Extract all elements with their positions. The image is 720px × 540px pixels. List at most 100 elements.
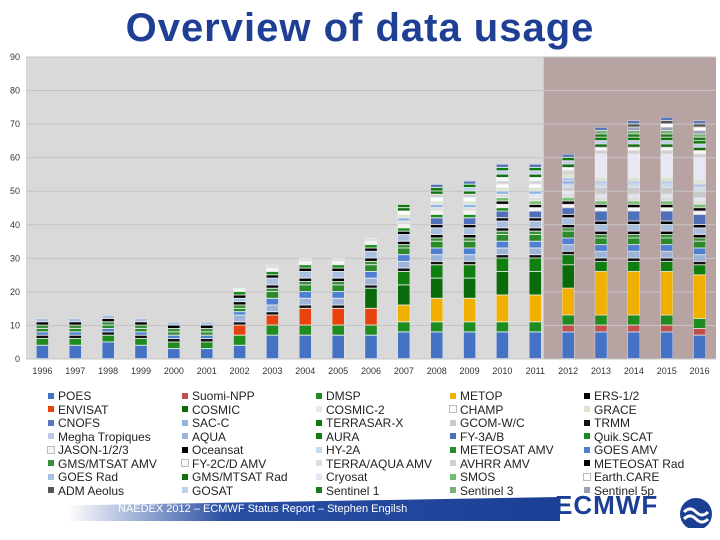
legend-swatch <box>48 473 54 480</box>
bar-segment <box>627 194 641 198</box>
bar-segment <box>167 335 181 339</box>
bar-segment <box>660 261 673 272</box>
bar-segment <box>627 127 641 131</box>
legend-item: Cryosat <box>316 470 367 484</box>
bar-segment <box>397 244 411 248</box>
legend-label: AURA <box>326 429 360 444</box>
bar-segment <box>561 174 575 178</box>
legend-label: Suomi-NPP <box>192 389 255 403</box>
bar-segment <box>299 278 312 282</box>
bar-segment <box>364 264 378 272</box>
bar-segment <box>660 325 673 332</box>
bar-segment <box>36 328 49 332</box>
bar-segment <box>594 315 608 325</box>
bar-segment <box>561 184 575 188</box>
bar-segment <box>233 298 246 302</box>
bar-segment <box>660 117 673 121</box>
bar-segment <box>693 181 706 185</box>
legend-label: JASON-1/2/3 <box>58 443 129 457</box>
bar-segment <box>397 217 411 221</box>
legend-item: POES <box>48 389 91 403</box>
bar-segment <box>331 264 345 268</box>
y-tick-label: 10 <box>10 320 20 330</box>
bar-segment <box>463 321 476 332</box>
bar-segment <box>430 214 443 218</box>
bar-segment <box>660 150 673 154</box>
bar-segment <box>299 285 312 292</box>
bar-segment <box>660 271 673 315</box>
bar-segment <box>660 123 673 128</box>
legend-item: GCOM-W/C <box>450 416 525 430</box>
x-tick-label: 2011 <box>526 366 545 376</box>
legend-swatch <box>584 433 590 440</box>
bar-segment <box>430 321 443 332</box>
bar-segment <box>594 150 608 154</box>
bar-segment <box>134 318 148 322</box>
bar-segment <box>496 170 509 174</box>
bar-segment <box>529 332 542 359</box>
x-tick-label: 2014 <box>624 366 644 376</box>
bar-segment <box>496 167 509 171</box>
bar-segment <box>693 191 706 198</box>
x-tick-label: 1999 <box>131 366 151 376</box>
bar-segment <box>660 207 673 211</box>
legend-item: TERRASAR-X <box>316 416 403 430</box>
footer-text: NAEDEX 2012 – ECMWF Status Report – Step… <box>118 503 408 515</box>
legend-label: POES <box>58 389 92 403</box>
bar-segment <box>627 244 641 252</box>
legend-item: GMS/MTSAT AMV <box>48 457 157 471</box>
bar-segment <box>299 335 312 359</box>
bar-segment <box>627 130 641 134</box>
bar-segment <box>594 184 608 188</box>
legend-swatch <box>182 487 188 494</box>
x-tick-label: 2009 <box>460 366 480 376</box>
bar-segment <box>463 241 476 248</box>
bar-segment <box>397 241 411 245</box>
bar-segment <box>561 160 575 164</box>
legend-swatch <box>47 445 55 454</box>
bar-segment <box>561 251 575 255</box>
y-tick-label: 0 <box>15 354 20 364</box>
bar-segment <box>594 197 608 201</box>
bar-segment <box>561 170 575 174</box>
bar-segment <box>660 201 673 205</box>
legend-label: HY-2A <box>326 443 361 457</box>
legend-swatch <box>584 460 590 467</box>
bar-segment <box>496 191 509 195</box>
bar-segment <box>594 194 608 198</box>
bar-segment <box>660 194 673 198</box>
legend-item: HY-2A <box>316 443 360 457</box>
bar-segment <box>561 325 575 332</box>
legend-item: GMS/MTSAT Rad <box>182 470 288 484</box>
bar-segment <box>167 348 181 359</box>
bar-segment <box>463 187 476 191</box>
bar-segment <box>496 321 509 332</box>
legend-label: GRACE <box>594 402 637 417</box>
legend-label: COSMIC-2 <box>326 402 385 417</box>
bar-segment <box>397 321 411 332</box>
bar-segment <box>693 150 706 154</box>
y-tick-label: 50 <box>10 186 20 196</box>
bar-segment <box>496 194 509 198</box>
bar-segment <box>299 268 312 272</box>
bar-segment <box>529 184 542 188</box>
bar-segment <box>594 181 608 185</box>
bar-segment <box>331 278 345 282</box>
bar-segment <box>660 221 673 225</box>
bar-segment <box>693 197 706 201</box>
bar-segment <box>627 120 641 124</box>
legend-label: FY-3A/B <box>460 429 505 444</box>
legend-item: METEOSAT Rad <box>584 457 684 471</box>
bar-segment <box>594 244 608 252</box>
bar-segment <box>496 211 509 218</box>
bar-segment <box>693 123 706 128</box>
bar-segment <box>660 137 673 141</box>
bar-segment <box>660 120 673 124</box>
legend-swatch <box>450 446 456 453</box>
x-tick-label: 1997 <box>65 366 85 376</box>
bar-segment <box>693 248 706 255</box>
legend-label: GOSAT <box>192 483 234 498</box>
bar-segment <box>627 140 641 144</box>
bar-segment <box>594 177 608 181</box>
bar-segment <box>200 348 213 359</box>
